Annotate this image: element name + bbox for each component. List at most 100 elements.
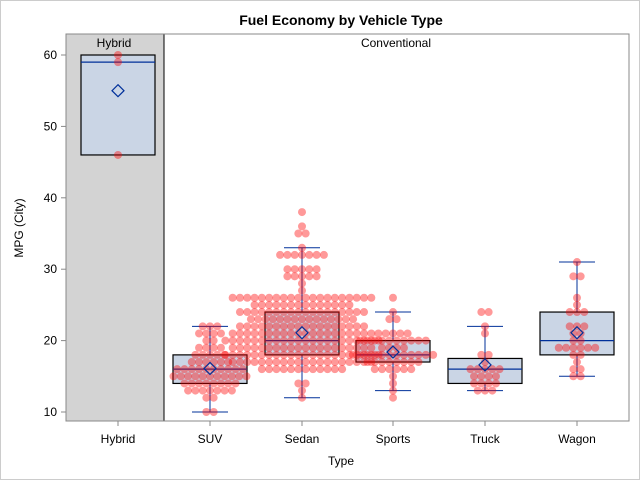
data-point (407, 358, 416, 367)
data-point (220, 372, 229, 381)
data-point (389, 329, 397, 338)
data-point (308, 365, 317, 374)
data-point (206, 322, 214, 331)
data-point (283, 315, 292, 324)
data-point (265, 300, 274, 309)
x-axis-label: Type (328, 454, 354, 468)
data-point (484, 350, 493, 359)
data-point (220, 350, 229, 359)
data-point (227, 372, 236, 381)
data-point (213, 386, 222, 395)
data-point (114, 51, 122, 59)
data-point (287, 343, 296, 352)
data-point (305, 272, 314, 281)
data-point (242, 372, 251, 381)
panel-label-conventional: Conventional (361, 36, 431, 50)
y-tick-label: 50 (44, 119, 58, 133)
mean-marker (386, 345, 400, 359)
data-point (323, 293, 332, 302)
data-point (345, 343, 354, 352)
data-point (202, 393, 211, 402)
data-point (250, 322, 259, 331)
data-point (392, 315, 401, 324)
box-hybrid (80, 54, 156, 156)
data-point (173, 365, 182, 374)
data-point (294, 308, 303, 317)
data-point (206, 350, 214, 359)
data-point (591, 343, 600, 352)
data-point (554, 343, 563, 352)
data-point (279, 308, 288, 317)
data-point (265, 336, 274, 345)
data-point (338, 308, 347, 317)
data-point (169, 372, 178, 381)
data-point (330, 293, 339, 302)
data-point (573, 300, 581, 309)
data-point (298, 265, 306, 274)
data-point (565, 322, 574, 331)
data-point (367, 358, 376, 367)
data-point (399, 358, 408, 367)
y-tick-label: 60 (44, 48, 58, 62)
data-point (308, 358, 317, 367)
data-point (272, 358, 281, 367)
data-point (363, 336, 372, 345)
data-point (580, 308, 589, 317)
data-point (305, 250, 314, 259)
data-point (301, 300, 310, 309)
data-point (352, 293, 361, 302)
data-point (191, 350, 200, 359)
data-point (195, 365, 204, 374)
data-point (569, 329, 578, 338)
data-point (407, 350, 416, 359)
data-point (254, 315, 263, 324)
data-point (583, 343, 592, 352)
data-point (484, 372, 493, 381)
data-point (370, 358, 379, 367)
data-point (250, 343, 259, 352)
data-point (484, 379, 493, 388)
data-point (576, 365, 585, 374)
data-point (257, 358, 266, 367)
data-point (265, 322, 274, 331)
data-point (206, 372, 214, 381)
data-point (301, 358, 310, 367)
data-point (477, 350, 486, 359)
panel-label-hybrid: Hybrid (97, 36, 132, 50)
data-point (389, 372, 397, 381)
mean-marker (111, 83, 125, 98)
data-point (235, 358, 244, 367)
data-point (298, 279, 306, 288)
data-point (389, 379, 397, 388)
data-point (385, 365, 394, 374)
data-point (360, 293, 369, 302)
data-point (228, 336, 237, 345)
box-iqr (539, 311, 615, 356)
box-iqr (264, 311, 340, 356)
data-point (392, 358, 401, 367)
data-point (202, 343, 211, 352)
data-point (301, 343, 310, 352)
data-point (308, 293, 317, 302)
data-point (294, 329, 303, 338)
box-sports (355, 311, 431, 392)
data-point (466, 365, 475, 374)
data-point (301, 293, 310, 302)
data-point (319, 250, 328, 259)
data-point (287, 322, 296, 331)
data-point (298, 250, 306, 259)
data-point (243, 322, 252, 331)
data-point (367, 329, 376, 338)
data-point (338, 336, 347, 345)
data-point (283, 250, 292, 259)
data-point (345, 329, 354, 338)
data-point (272, 322, 281, 331)
data-point (298, 222, 306, 231)
data-point (216, 343, 225, 352)
data-point (495, 365, 504, 374)
data-point (345, 322, 354, 331)
data-point (414, 350, 423, 359)
data-point (323, 336, 332, 345)
